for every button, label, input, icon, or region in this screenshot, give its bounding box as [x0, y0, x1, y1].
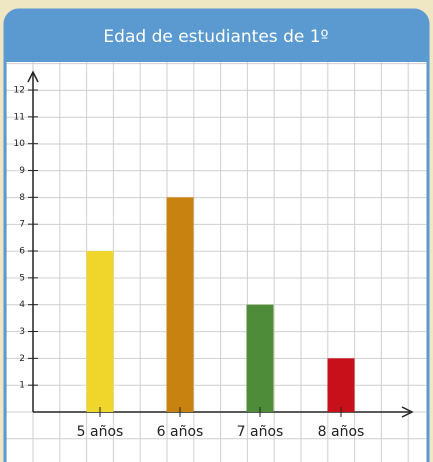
y-tick-label: 10 — [14, 139, 26, 149]
y-tick-label: 6 — [19, 247, 25, 257]
y-tick-label: 12 — [14, 86, 25, 96]
y-tick-label: 9 — [19, 166, 25, 176]
card-border — [3, 8, 430, 462]
x-axis-arrow — [401, 406, 414, 418]
bar — [327, 358, 355, 412]
bar — [246, 304, 274, 412]
y-tick-label: 5 — [19, 273, 25, 283]
x-tick-label: 8 años — [318, 424, 365, 440]
card-header — [5, 10, 428, 62]
y-tick-label: 1 — [19, 381, 25, 391]
x-tick-label: 6 años — [157, 424, 204, 440]
y-tick-label: 3 — [19, 327, 25, 337]
y-tick-label: 2 — [19, 354, 25, 364]
y-tick-label: 4 — [19, 300, 25, 310]
grid — [5, 62, 428, 462]
chart-title: Edad de estudiantes de 1º — [103, 27, 328, 47]
y-tick-label: 8 — [19, 193, 25, 203]
card — [5, 10, 428, 462]
y-tick-label: 11 — [14, 112, 25, 122]
x-tick-label: 5 años — [77, 424, 124, 440]
y-axis-arrow — [27, 70, 39, 83]
bar — [166, 197, 194, 412]
y-tick-label: 7 — [19, 220, 25, 230]
x-tick-label: 7 años — [237, 424, 284, 440]
bar — [86, 251, 114, 412]
